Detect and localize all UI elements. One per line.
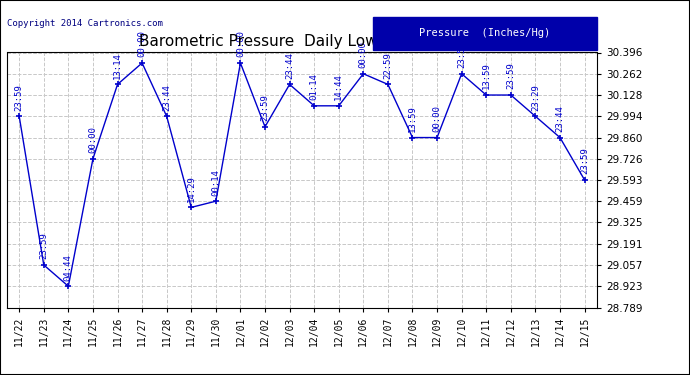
Text: 23:59: 23:59 — [14, 84, 23, 111]
Title: Barometric Pressure  Daily Low  20141216: Barometric Pressure Daily Low 20141216 — [139, 33, 464, 48]
Text: 00:00: 00:00 — [433, 105, 442, 132]
Text: 00:00: 00:00 — [359, 41, 368, 68]
Text: 23:29: 23:29 — [531, 84, 540, 111]
Text: 00:00: 00:00 — [236, 30, 245, 57]
Text: 13:59: 13:59 — [482, 63, 491, 90]
Text: 04:44: 04:44 — [64, 254, 73, 280]
Text: 14:29: 14:29 — [187, 175, 196, 202]
Text: 14:44: 14:44 — [334, 74, 343, 100]
Text: 23:59: 23:59 — [506, 63, 515, 90]
Text: Pressure  (Inches/Hg): Pressure (Inches/Hg) — [419, 28, 551, 38]
Text: Copyright 2014 Cartronics.com: Copyright 2014 Cartronics.com — [7, 20, 163, 28]
Text: 23:59: 23:59 — [261, 94, 270, 121]
Text: 23:44: 23:44 — [285, 52, 294, 79]
Text: 23:44: 23:44 — [162, 84, 171, 111]
Text: 23:59: 23:59 — [39, 232, 48, 260]
Text: 00:00: 00:00 — [88, 126, 97, 153]
Text: 01:14: 01:14 — [310, 74, 319, 100]
Text: 13:59: 13:59 — [408, 105, 417, 132]
Text: 22:59: 22:59 — [384, 52, 393, 79]
Text: 23:44: 23:44 — [555, 105, 564, 132]
Text: 00:14: 00:14 — [211, 169, 220, 196]
Text: 13:14: 13:14 — [113, 52, 122, 79]
FancyBboxPatch shape — [373, 17, 597, 50]
Text: 23:59: 23:59 — [580, 147, 589, 174]
Text: 00:00: 00:00 — [137, 30, 146, 57]
Text: 23:59: 23:59 — [457, 41, 466, 68]
